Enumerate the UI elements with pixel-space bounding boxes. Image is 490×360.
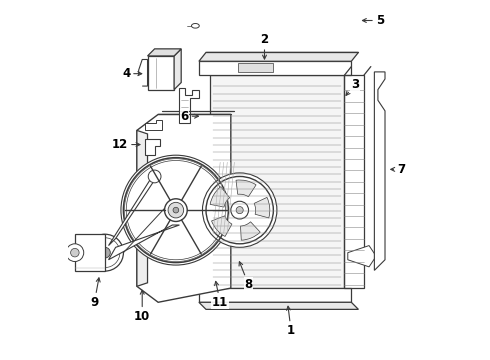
Wedge shape — [236, 180, 256, 197]
Wedge shape — [212, 216, 232, 237]
Text: 8: 8 — [239, 262, 253, 291]
Text: 6: 6 — [181, 110, 198, 123]
Polygon shape — [374, 72, 385, 270]
Wedge shape — [241, 222, 260, 240]
Text: 5: 5 — [363, 14, 384, 27]
Polygon shape — [145, 139, 160, 155]
Text: 1: 1 — [287, 306, 295, 337]
Circle shape — [165, 199, 187, 221]
Polygon shape — [199, 53, 358, 61]
Polygon shape — [199, 288, 351, 302]
Polygon shape — [174, 49, 181, 90]
Text: 10: 10 — [134, 291, 150, 323]
Text: 11: 11 — [212, 282, 228, 309]
Wedge shape — [210, 187, 230, 207]
Text: 9: 9 — [90, 278, 100, 309]
Polygon shape — [137, 114, 231, 302]
Wedge shape — [254, 197, 270, 218]
Polygon shape — [179, 88, 199, 123]
Polygon shape — [137, 130, 147, 286]
Ellipse shape — [192, 23, 199, 28]
Circle shape — [121, 155, 231, 265]
Bar — [344, 76, 364, 288]
Circle shape — [168, 202, 184, 218]
Circle shape — [87, 234, 123, 271]
Polygon shape — [199, 302, 358, 309]
Polygon shape — [147, 49, 181, 56]
Circle shape — [173, 207, 179, 213]
Polygon shape — [145, 120, 162, 130]
Text: 7: 7 — [391, 163, 405, 176]
Circle shape — [202, 173, 277, 247]
Polygon shape — [109, 225, 179, 260]
Bar — [147, 56, 174, 90]
Circle shape — [71, 248, 79, 257]
Polygon shape — [199, 61, 351, 76]
Circle shape — [66, 244, 84, 261]
Text: 3: 3 — [346, 78, 359, 95]
Circle shape — [231, 201, 248, 219]
Bar — [75, 234, 105, 271]
Text: 2: 2 — [260, 33, 269, 59]
Circle shape — [148, 170, 161, 183]
Text: 4: 4 — [122, 67, 142, 80]
Polygon shape — [348, 246, 376, 267]
Bar — [238, 63, 273, 72]
Circle shape — [236, 207, 243, 214]
Bar — [210, 76, 344, 288]
Polygon shape — [109, 175, 158, 246]
Text: 12: 12 — [112, 138, 140, 151]
Circle shape — [99, 247, 110, 258]
